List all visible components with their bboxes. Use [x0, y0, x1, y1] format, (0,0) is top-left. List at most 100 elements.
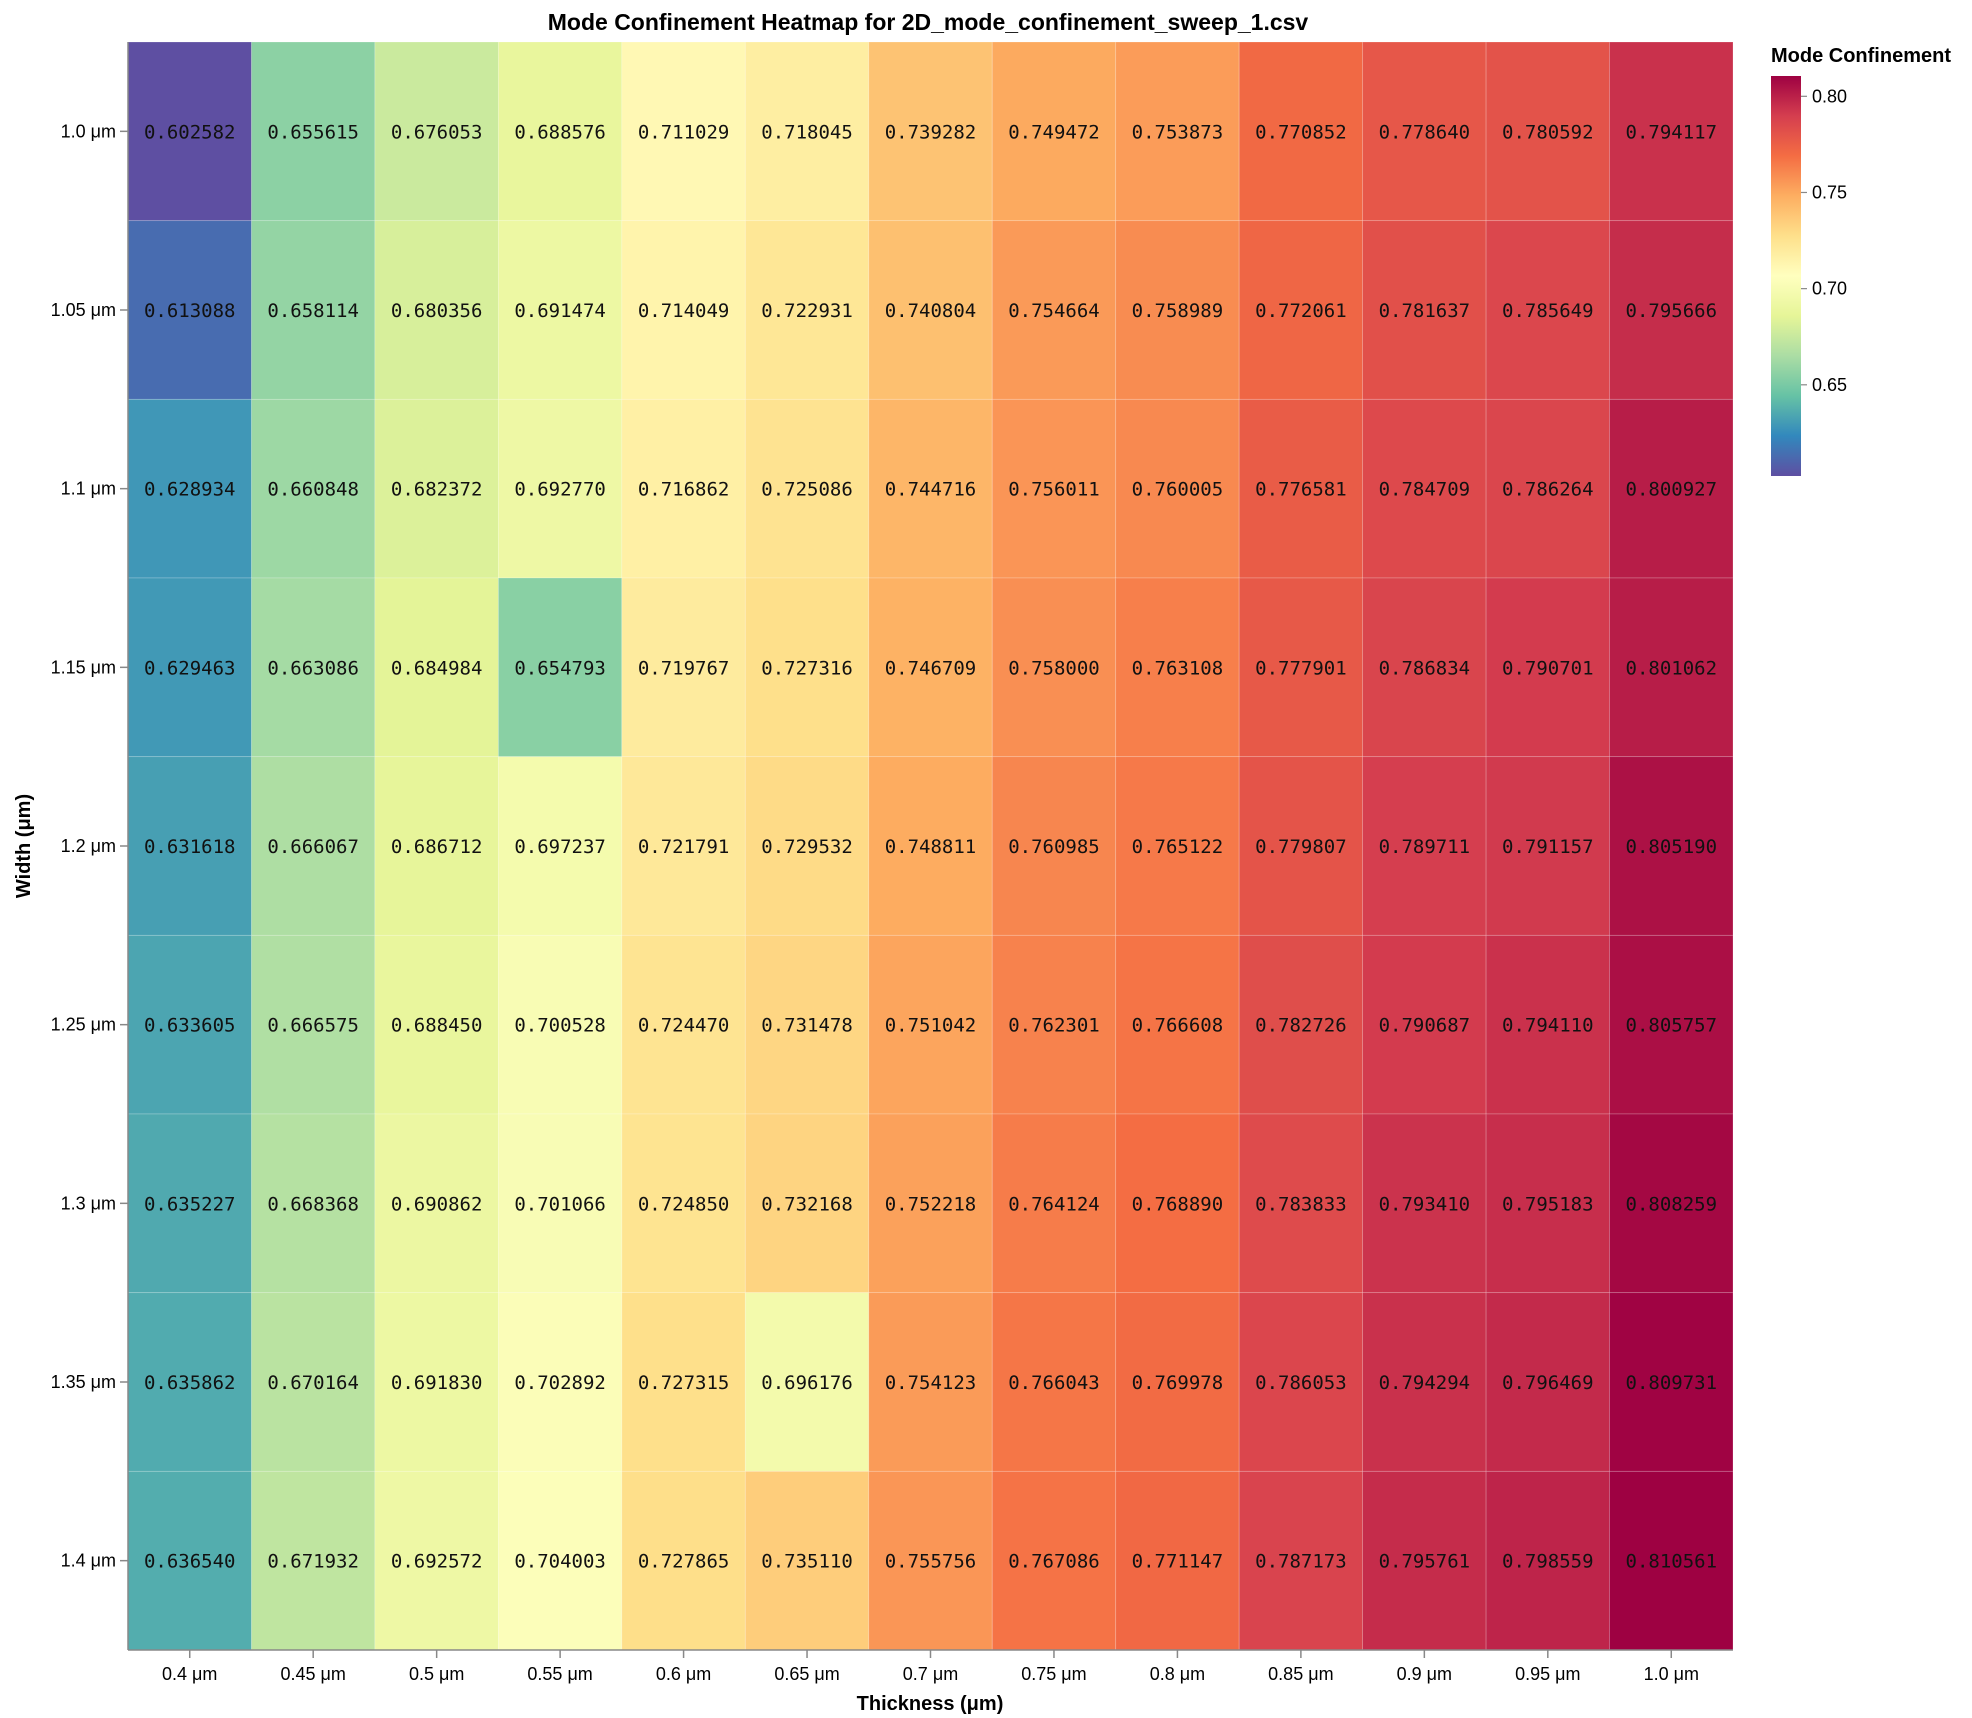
heatmap-cell	[744, 220, 870, 400]
y-tick-label: 1.4 μm	[61, 1551, 116, 1571]
x-tick-label: 0.45 μm	[280, 1664, 345, 1684]
heatmap-cell-label: 0.740804	[885, 300, 977, 322]
heatmap-cell-label: 0.765122	[1132, 836, 1224, 858]
heatmap-cell	[497, 577, 623, 758]
heatmap-cell-labels: 0.602582 0.655615 0.676053 0.688576 0.711029…	[144, 121, 1717, 1572]
y-tick-label: 1.35 μm	[51, 1372, 116, 1392]
heatmap-cell-label: 0.724850	[638, 1193, 730, 1215]
heatmap-cell-label: 0.795183	[1502, 1193, 1594, 1215]
heatmap-cell	[991, 41, 1117, 222]
heatmap-cell	[1485, 1113, 1610, 1294]
heatmap-cell-label: 0.779807	[1255, 836, 1347, 858]
heatmap-cell-label: 0.776581	[1255, 479, 1347, 501]
legend-tick-label: 0.70	[1812, 279, 1847, 299]
heatmap-cell	[991, 1292, 1117, 1472]
heatmap-cell-label: 0.787173	[1255, 1551, 1347, 1573]
heatmap-cell-label: 0.727316	[761, 657, 853, 679]
heatmap-cells	[127, 41, 1734, 1651]
heatmap-cell-label: 0.805757	[1626, 1015, 1718, 1037]
y-tick-label: 1.2 μm	[61, 836, 116, 856]
heatmap-cell	[251, 41, 376, 222]
legend-gradient-bar	[1771, 76, 1801, 476]
heatmap-cell-label: 0.768890	[1132, 1193, 1224, 1215]
heatmap-cell-label: 0.766043	[1008, 1372, 1100, 1394]
y-axis-title: Width (μm)	[13, 794, 35, 898]
heatmap-cell	[1238, 1470, 1364, 1651]
heatmap-cell	[1609, 220, 1734, 400]
heatmap-cell	[374, 577, 499, 758]
heatmap-cell	[991, 577, 1117, 758]
heatmap-cell	[1609, 41, 1734, 222]
y-tick-label: 1.1 μm	[61, 479, 116, 499]
heatmap-cell-label: 0.746709	[885, 657, 977, 679]
heatmap-cell-label: 0.725086	[761, 479, 853, 501]
heatmap-cell	[1609, 756, 1734, 936]
heatmap-cell-label: 0.721791	[638, 836, 730, 858]
heatmap-cell	[1609, 398, 1734, 579]
y-tick-label: 1.25 μm	[51, 1015, 116, 1035]
heatmap-cell-label: 0.786834	[1379, 657, 1471, 679]
heatmap-cell-label: 0.655615	[267, 121, 359, 143]
heatmap-cell-label: 0.688576	[514, 121, 606, 143]
heatmap-cell	[1115, 220, 1240, 400]
legend-title: Mode Confinement	[1771, 45, 1951, 67]
heatmap-cell	[374, 934, 499, 1115]
heatmap-cell-label: 0.663086	[267, 657, 359, 679]
heatmap-cell-label: 0.780592	[1502, 121, 1594, 143]
heatmap-cell-label: 0.760985	[1008, 836, 1100, 858]
heatmap-cell-label: 0.700528	[514, 1015, 606, 1037]
heatmap-cell-label: 0.724470	[638, 1015, 730, 1037]
heatmap-cell-label: 0.754123	[885, 1372, 977, 1394]
heatmap-cell	[621, 220, 746, 400]
heatmap-cell	[868, 220, 993, 400]
heatmap-cell-label: 0.762301	[1008, 1015, 1100, 1037]
heatmap-cell	[374, 41, 499, 222]
heatmap-cell-label: 0.690862	[391, 1193, 483, 1215]
y-tick-label: 1.0 μm	[61, 121, 116, 141]
heatmap-cell	[1362, 398, 1487, 579]
heatmap-cell	[991, 1470, 1117, 1651]
heatmap-cell-label: 0.666575	[267, 1015, 359, 1037]
heatmap-cell-label: 0.785649	[1502, 300, 1594, 322]
heatmap-cell	[497, 1292, 623, 1472]
heatmap-cell-label: 0.808259	[1626, 1193, 1718, 1215]
x-tick-label: 0.55 μm	[527, 1664, 592, 1684]
heatmap-cell	[744, 1292, 870, 1472]
heatmap-cell	[1115, 756, 1240, 936]
heatmap-cell-label: 0.801062	[1626, 657, 1718, 679]
heatmap-cell-label: 0.763108	[1132, 657, 1224, 679]
heatmap-cell	[1485, 577, 1610, 758]
heatmap-cell-label: 0.782726	[1255, 1015, 1347, 1037]
heatmap-cell	[1485, 756, 1610, 936]
heatmap-cell-label: 0.781637	[1379, 300, 1471, 322]
heatmap-cell	[497, 1113, 623, 1294]
heatmap-cell	[868, 1470, 993, 1651]
heatmap-cell	[744, 577, 870, 758]
y-axis-ticks: 1.0 μm 1.05 μm 1.1 μm 1.15 μm 1.2 μm 1.25 μm 1…	[51, 121, 128, 1571]
heatmap-cell	[868, 934, 993, 1115]
heatmap-cell	[1362, 1470, 1487, 1651]
heatmap-cell-label: 0.791157	[1502, 836, 1594, 858]
color-legend: Mode Confinement 0.65 0.70 0.75 0.80	[1771, 45, 1951, 476]
heatmap-cell	[127, 41, 252, 222]
heatmap-cell-label: 0.654793	[514, 657, 606, 679]
heatmap-cell-label: 0.748811	[885, 836, 977, 858]
heatmap-cell-label: 0.676053	[391, 121, 483, 143]
heatmap-cell-label: 0.753873	[1132, 121, 1224, 143]
heatmap-cell	[1115, 577, 1240, 758]
heatmap-cell-label: 0.682372	[391, 479, 483, 501]
heatmap-cell	[991, 934, 1117, 1115]
heatmap-cell	[374, 756, 499, 936]
heatmap-cell	[251, 934, 376, 1115]
heatmap-cell	[868, 577, 993, 758]
heatmap-cell	[1485, 220, 1610, 400]
y-tick-label: 1.15 μm	[51, 657, 116, 677]
heatmap-cell-label: 0.686712	[391, 836, 483, 858]
x-tick-label: 0.65 μm	[774, 1664, 839, 1684]
heatmap-cell	[1115, 934, 1240, 1115]
heatmap-cell	[1362, 1113, 1487, 1294]
x-tick-label: 0.7 μm	[903, 1664, 958, 1684]
heatmap-cell	[991, 1113, 1117, 1294]
heatmap-cell	[497, 934, 623, 1115]
